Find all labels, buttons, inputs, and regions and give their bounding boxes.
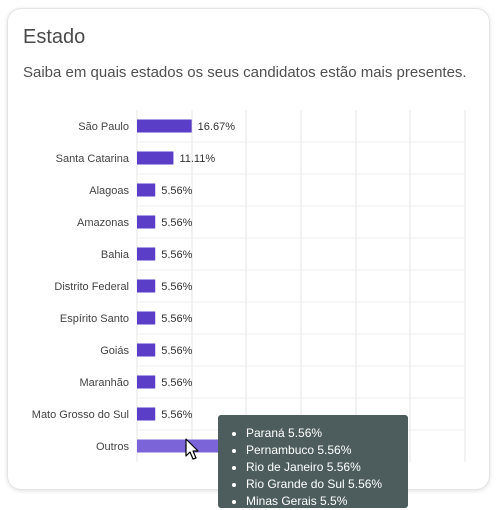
category-label: Alagoas	[89, 185, 129, 197]
category-label: Mato Grosso do Sul	[32, 409, 129, 421]
mouse-pointer-icon	[185, 438, 199, 460]
card-subtitle: Saiba em quais estados os seus candidato…	[23, 64, 467, 81]
bar	[137, 119, 192, 133]
tooltip-item: Paraná 5.56%	[246, 425, 400, 442]
data-label: 11.11%	[179, 153, 215, 165]
category-label: Distrito Federal	[54, 281, 129, 293]
bar	[137, 343, 156, 357]
bar	[137, 407, 156, 421]
data-label: 5.56%	[161, 281, 192, 293]
data-label: 5.56%	[161, 217, 192, 229]
bar	[137, 439, 229, 453]
bar	[137, 279, 156, 293]
bar	[137, 183, 156, 197]
category-label: Espírito Santo	[60, 313, 129, 325]
data-label: 5.56%	[161, 185, 192, 197]
data-label: 16.67%	[198, 121, 236, 133]
category-label: Bahia	[101, 249, 130, 261]
category-label: Goiás	[100, 345, 129, 357]
category-label: Santa Catarina	[56, 153, 130, 165]
category-label: São Paulo	[78, 121, 129, 133]
data-label: 5.56%	[161, 249, 192, 261]
bar	[137, 215, 156, 229]
tooltip-item: Pernambuco 5.56%	[246, 442, 400, 459]
data-label: 5.56%	[161, 313, 192, 325]
bar	[137, 247, 156, 261]
category-label: Maranhão	[79, 377, 129, 389]
bar	[137, 151, 174, 165]
chart-tooltip: Paraná 5.56% Pernambuco 5.56% Rio de Jan…	[218, 415, 408, 508]
data-label: 5.56%	[161, 409, 192, 421]
category-label: Outros	[96, 441, 130, 453]
card-title: Estado	[23, 26, 86, 48]
tooltip-item: Rio de Janeiro 5.56%	[246, 459, 400, 476]
bar	[137, 375, 156, 389]
tooltip-item: Minas Gerais 5.5%	[246, 493, 400, 510]
category-label: Amazonas	[77, 217, 129, 229]
bar	[137, 311, 156, 325]
tooltip-item: Rio Grande do Sul 5.56%	[246, 476, 400, 493]
data-label: 5.56%	[161, 377, 192, 389]
data-label: 5.56%	[161, 345, 192, 357]
